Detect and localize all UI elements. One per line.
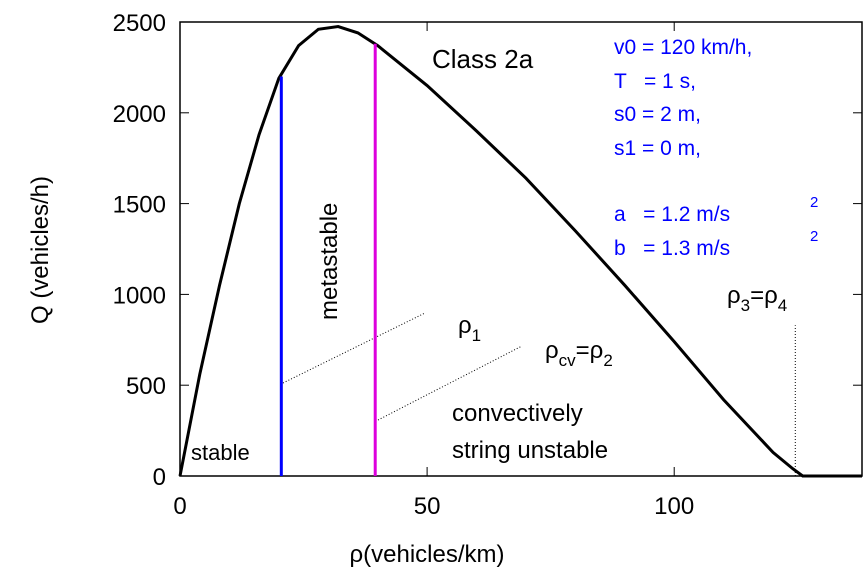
parameter: T = 1 s, xyxy=(614,70,696,93)
x-tick-label: 50 xyxy=(414,493,441,520)
subscript: 3 xyxy=(741,296,750,315)
symbol: ρ xyxy=(458,312,472,339)
y-tick-label: 500 xyxy=(126,373,166,400)
y-tick-label: 0 xyxy=(153,464,166,491)
subscript: 4 xyxy=(778,296,787,315)
y-tick-label: 1000 xyxy=(113,282,166,309)
parameter: a = 1.2 m/s xyxy=(614,203,730,226)
symbol: =ρ xyxy=(576,337,604,364)
symbol: ρ xyxy=(727,282,741,309)
parameter-exponent: 2 xyxy=(810,194,818,211)
y-tick-label: 2000 xyxy=(113,101,166,128)
curve xyxy=(178,25,862,478)
region-label: metastable xyxy=(316,203,343,320)
rho1-label: ρ1 xyxy=(458,312,481,345)
subscript: 2 xyxy=(603,351,612,370)
symbol: ρ xyxy=(545,337,559,364)
subscript: 1 xyxy=(472,326,481,345)
parameter: v0 = 120 km/h, xyxy=(614,36,752,59)
parameter: s0 = 2 m, xyxy=(614,103,701,126)
region-label: stable xyxy=(191,440,250,465)
symbol: =ρ xyxy=(750,282,778,309)
rho-cv-label: ρcv=ρ2 xyxy=(545,337,613,370)
y-tick-label: 2500 xyxy=(113,10,166,37)
parameter: b = 1.3 m/s xyxy=(614,237,730,260)
parameter-exponent: 2 xyxy=(810,228,818,245)
chart-title: Class 2a xyxy=(432,44,534,74)
y-axis-label: Q (vehicles/h) xyxy=(27,176,54,324)
plot-frame xyxy=(179,21,863,477)
region-label: string unstable xyxy=(452,437,608,464)
x-tick-label: 100 xyxy=(654,493,694,520)
y-tick-label: 1500 xyxy=(113,192,166,219)
rho34-label: ρ3=ρ4 xyxy=(727,282,787,315)
x-tick-label: 0 xyxy=(173,493,186,520)
x-axis-label: ρ(vehicles/km) xyxy=(349,541,504,568)
subscript: cv xyxy=(559,351,577,370)
leader-line xyxy=(282,312,426,384)
region-label: convectively xyxy=(452,400,583,427)
parameter: s1 = 0 m, xyxy=(614,137,701,160)
